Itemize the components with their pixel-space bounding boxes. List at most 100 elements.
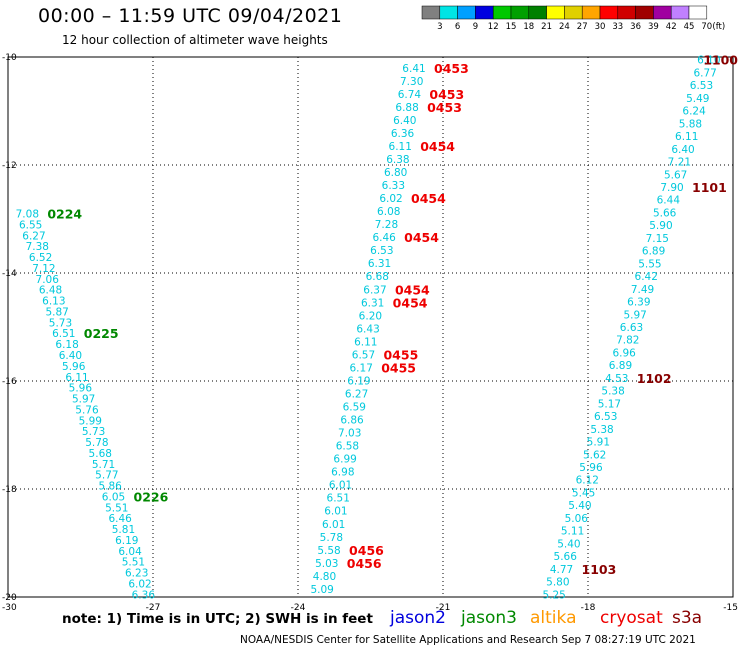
colorbar-swatch	[546, 5, 565, 20]
wave-height-value: 6.38	[386, 154, 409, 166]
wave-height-value: 6.99	[333, 454, 356, 466]
colorbar-swatch	[439, 5, 458, 20]
y-tick-label: -20	[2, 593, 17, 603]
colorbar-swatch	[581, 5, 601, 20]
wave-height-value: 6.51	[327, 493, 350, 505]
wave-height-value: 6.19	[115, 535, 138, 547]
colorbar-label: 39	[648, 22, 659, 32]
wave-height-value: 6.05	[102, 491, 125, 503]
colorbar-label: 45	[684, 22, 695, 32]
wave-height-value: 6.41	[402, 63, 425, 75]
wave-height-value: 7.49	[631, 284, 654, 296]
wave-height-value: 6.02	[379, 193, 402, 205]
wave-height-value: 6.58	[336, 441, 359, 453]
time-label: 1102	[637, 371, 672, 386]
wave-height-value: 5.73	[49, 317, 72, 329]
wave-height-value: 6.33	[382, 180, 405, 192]
wave-height-value: 5.78	[320, 532, 343, 544]
satellite-legend-altika: altika	[530, 608, 577, 628]
satellite-legend-jason3: jason3	[461, 608, 517, 628]
wave-height-value: 6.27	[345, 388, 368, 400]
wave-height-value: 6.40	[393, 115, 416, 127]
wave-height-value: 6.11	[675, 131, 698, 143]
wave-height-value: 6.17	[350, 362, 373, 374]
wave-height-value: 5.45	[572, 487, 595, 499]
wave-height-value: 6.40	[59, 350, 82, 362]
wave-height-value: 6.80	[384, 167, 407, 179]
wave-height-value: 6.42	[635, 271, 658, 283]
wave-height-value: 5.17	[598, 398, 621, 410]
colorbar-label: 6	[455, 22, 460, 32]
time-label: 0455	[383, 347, 418, 362]
wave-height-value: 6.40	[671, 144, 694, 156]
wave-height-value: 5.81	[112, 524, 135, 536]
wave-height-value: 6.19	[347, 375, 370, 387]
wave-height-value: 5.25	[542, 589, 565, 601]
satellite-legend-jason2: jason2	[390, 608, 446, 628]
colorbar-swatch	[653, 5, 672, 20]
colorbar-label: 70	[701, 22, 712, 32]
wave-height-value: 6.18	[55, 339, 78, 351]
wave-height-value: 6.98	[331, 467, 354, 479]
plot-frame	[7, 56, 734, 598]
wave-height-value: 5.62	[583, 449, 606, 461]
wave-height-value: 7.03	[338, 428, 361, 440]
wave-height-value: 5.97	[623, 309, 646, 321]
wave-height-value: 5.66	[653, 207, 677, 219]
wave-height-value: 7.30	[400, 76, 423, 88]
wave-height-value: 6.74	[398, 89, 422, 101]
wave-height-value: 6.08	[377, 206, 400, 218]
wave-height-value: 6.37	[363, 284, 386, 296]
wave-height-value: 6.88	[395, 102, 418, 114]
credit-line: NOAA/NESDIS Center for Satellite Applica…	[240, 634, 696, 646]
time-label: 0454	[395, 282, 430, 297]
time-label: 0453	[427, 100, 462, 115]
time-label: 0454	[411, 191, 446, 206]
wave-height-value: 6.57	[352, 349, 375, 361]
wave-height-value: 6.39	[627, 297, 650, 309]
wave-height-value: 6.31	[368, 258, 391, 270]
colorbar-swatch	[421, 5, 441, 20]
wave-height-value: 4.53	[605, 373, 628, 385]
units-note: note: 1) Time is in UTC; 2) SWH is in fe…	[62, 611, 373, 627]
colorbar-label: 18	[523, 22, 534, 32]
wave-height-value: 5.96	[69, 383, 93, 395]
time-label: 0224	[47, 207, 82, 222]
time-label: 1101	[692, 180, 727, 195]
wave-height-value: 5.40	[557, 538, 580, 550]
time-label: 1103	[582, 562, 617, 577]
y-tick-label: -12	[2, 161, 17, 171]
colorbar-label: 9	[473, 22, 478, 32]
time-label: 0225	[84, 326, 119, 341]
x-tick-label: -27	[146, 603, 161, 613]
colorbar-swatch	[635, 5, 654, 20]
time-label: 1100	[703, 53, 738, 68]
wave-height-value: 5.77	[95, 470, 118, 482]
time-label: 0454	[420, 139, 455, 154]
wave-height-value: 5.76	[75, 404, 99, 416]
wave-height-value: 5.71	[92, 459, 115, 471]
wave-height-value: 7.90	[660, 182, 683, 194]
wave-height-value: 6.24	[682, 106, 706, 118]
colorbar-label: 42	[666, 22, 677, 32]
wave-height-value: 6.86	[340, 415, 364, 427]
x-tick-label: -30	[2, 603, 17, 613]
wave-height-value: 6.46	[372, 232, 396, 244]
colorbar-label: 33	[612, 22, 623, 32]
colorbar-swatch	[617, 5, 636, 20]
y-tick-label: -18	[2, 485, 17, 495]
wave-height-value: 6.68	[366, 271, 389, 283]
wave-height-value: 5.49	[686, 93, 709, 105]
wave-height-value: 5.80	[546, 577, 569, 589]
wave-height-value: 5.51	[105, 502, 128, 514]
colorbar-swatch	[670, 5, 690, 20]
wave-height-value: 5.67	[664, 169, 687, 181]
colorbar-label: 21	[541, 22, 552, 32]
y-tick-label: -14	[2, 269, 17, 279]
wave-height-value: 5.66	[554, 551, 578, 563]
satellite-legend-cryosat: cryosat	[600, 608, 663, 628]
wave-height-value: 5.90	[649, 220, 672, 232]
wave-height-value: 5.03	[315, 558, 338, 570]
wave-height-value: 6.43	[356, 323, 379, 335]
